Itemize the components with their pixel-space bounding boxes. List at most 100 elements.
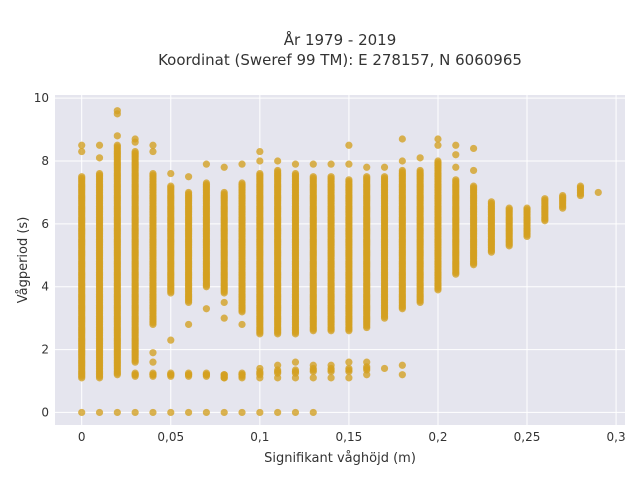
data-point — [345, 364, 353, 373]
x-tick-label: 0 — [78, 430, 86, 444]
data-point — [149, 358, 157, 366]
x-tick-label: 0,1 — [250, 430, 269, 444]
y-tick-label: 10 — [34, 91, 49, 105]
data-point — [363, 173, 371, 181]
data-point — [95, 141, 104, 149]
data-point — [220, 188, 228, 197]
data-point — [238, 160, 246, 168]
data-point — [380, 163, 389, 171]
data-point — [238, 179, 246, 187]
y-tick-labels: 0 2 4 6 8 10 — [34, 91, 49, 419]
data-point — [487, 198, 496, 206]
data-point — [167, 408, 175, 417]
data-point — [149, 147, 157, 156]
data-point — [113, 408, 121, 417]
data-point — [149, 169, 157, 178]
data-point — [523, 204, 531, 212]
data-point — [220, 163, 228, 171]
x-tick-label: 0,2 — [428, 430, 447, 444]
data-point — [327, 160, 335, 168]
data-point — [256, 169, 264, 178]
data-point — [559, 191, 567, 200]
data-point — [131, 147, 139, 156]
data-point — [256, 157, 264, 165]
data-point — [202, 305, 211, 313]
data-point — [434, 141, 442, 149]
data-point — [398, 157, 406, 165]
chart-title-line1: År 1979 - 2019 — [284, 30, 397, 49]
x-tick-label: 0,15 — [336, 430, 363, 444]
data-point — [345, 176, 353, 184]
data-point — [202, 160, 211, 168]
data-point — [309, 160, 317, 168]
data-point — [220, 371, 228, 379]
x-tick-label: 0,05 — [157, 430, 184, 444]
data-point — [95, 408, 104, 417]
data-point — [291, 358, 300, 366]
y-axis-title: Vågperiod (s) — [16, 217, 31, 304]
data-point — [78, 141, 86, 149]
data-point — [345, 160, 353, 168]
data-point — [184, 173, 193, 181]
data-point — [238, 320, 246, 329]
data-point — [149, 369, 157, 377]
data-point — [469, 144, 478, 153]
data-point — [469, 166, 478, 175]
data-point — [327, 173, 335, 181]
data-point — [131, 408, 139, 417]
data-point — [256, 147, 264, 156]
data-point — [452, 151, 460, 159]
data-point — [452, 163, 460, 171]
data-point — [238, 369, 246, 377]
data-point — [363, 363, 371, 371]
x-tick-label: 0,3 — [607, 430, 626, 444]
data-point — [184, 408, 193, 417]
data-point — [78, 147, 86, 156]
data-point — [238, 408, 246, 417]
data-point — [452, 176, 460, 184]
data-point — [113, 132, 121, 140]
data-point — [167, 336, 175, 344]
data-point — [78, 408, 86, 417]
data-point — [380, 364, 389, 373]
data-point — [167, 369, 175, 377]
data-point — [149, 408, 157, 417]
data-point — [291, 160, 300, 168]
data-point — [149, 349, 157, 357]
data-point — [594, 188, 602, 197]
plot-area — [55, 95, 625, 425]
y-tick-label: 8 — [41, 154, 49, 168]
data-point — [220, 314, 228, 322]
data-point — [505, 204, 513, 212]
data-point — [184, 188, 193, 197]
data-point — [274, 157, 282, 165]
data-point — [184, 320, 193, 329]
data-point — [113, 141, 121, 149]
data-point — [345, 141, 353, 149]
data-point — [309, 173, 317, 181]
data-point — [202, 369, 211, 377]
data-point — [95, 169, 104, 178]
y-tick-label: 0 — [41, 405, 49, 419]
data-point — [398, 361, 406, 369]
data-point — [274, 366, 282, 374]
x-axis-title: Signifikant våghöjd (m) — [264, 451, 416, 466]
data-point — [452, 141, 460, 149]
data-point — [576, 182, 585, 190]
data-point — [327, 374, 335, 382]
chart-title-line2: Koordinat (Sweref 99 TM): E 278157, N 60… — [158, 51, 522, 69]
y-tick-label: 6 — [41, 217, 49, 231]
data-point — [167, 182, 175, 190]
data-point — [220, 408, 228, 417]
data-point — [95, 154, 104, 162]
data-point — [309, 408, 317, 417]
data-point — [469, 182, 478, 190]
data-point — [149, 141, 157, 149]
data-point — [291, 366, 300, 374]
data-point — [274, 408, 282, 417]
data-point — [202, 179, 211, 187]
data-point — [220, 298, 228, 307]
x-tick-label: 0,25 — [514, 430, 541, 444]
